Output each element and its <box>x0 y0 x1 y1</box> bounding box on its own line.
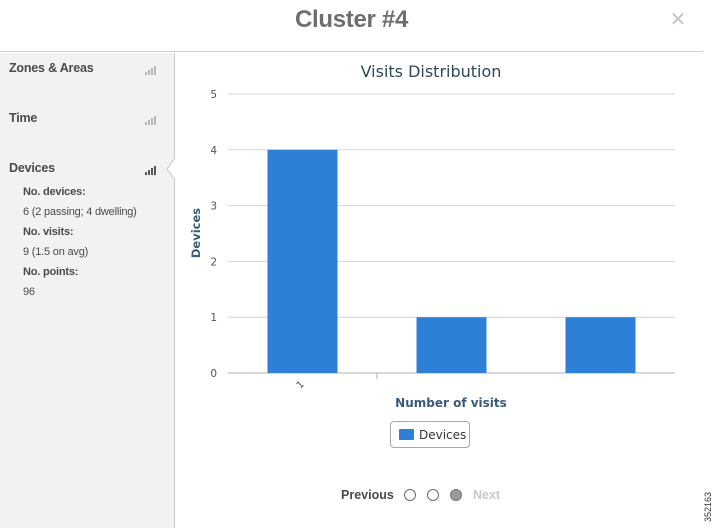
devices-count-label: No. devices: <box>23 186 86 198</box>
sidebar-item-label: Zones & Areas <box>9 61 94 75</box>
bar-chart-icon <box>145 65 157 75</box>
x-axis-ticks: 1 <box>295 373 378 391</box>
y-tick-label: 1 <box>210 312 217 324</box>
y-tick-label: 4 <box>210 145 217 157</box>
figure-code-text: 352163 <box>703 491 713 522</box>
x-tick-label: 1 <box>295 379 307 391</box>
sidebar-item-time[interactable]: Time <box>0 107 174 131</box>
page-dot-3[interactable] <box>450 489 462 501</box>
bar[interactable] <box>565 317 636 373</box>
chart-title: Visits Distribution <box>360 62 502 81</box>
previous-page-button[interactable]: Previous <box>341 488 394 502</box>
chart-bars <box>267 149 636 373</box>
active-pointer-icon <box>166 157 186 181</box>
bar-chart-icon <box>145 115 157 125</box>
y-tick-label: 5 <box>210 89 217 101</box>
sidebar: Zones & Areas Time Devices No. devices: … <box>0 53 186 528</box>
points-count-value: 96 <box>23 286 35 298</box>
x-axis-label: Number of visits <box>395 396 507 410</box>
visits-distribution-chart: 0 1 2 3 4 5 1 Devices Number of visits <box>189 89 675 410</box>
sidebar-item-zones-areas[interactable]: Zones & Areas <box>0 57 174 81</box>
y-axis-label: Devices <box>189 208 203 258</box>
figure-code: 352163 <box>703 488 715 522</box>
sidebar-item-label: Time <box>9 111 38 125</box>
y-axis-ticks: 0 1 2 3 4 5 <box>210 89 217 380</box>
legend-swatch <box>399 429 414 440</box>
bar[interactable] <box>267 149 338 373</box>
page-dot-2[interactable] <box>427 489 439 501</box>
bar[interactable] <box>416 317 487 373</box>
bar-chart-icon <box>145 165 157 175</box>
visits-count-value: 9 (1.5 on avg) <box>23 246 89 258</box>
sidebar-item-label: Devices <box>9 161 55 175</box>
points-count-label: No. points: <box>23 266 79 278</box>
legend-label: Devices <box>419 428 467 442</box>
dialog-title: Cluster #4 <box>294 6 409 33</box>
page-dot-1[interactable] <box>404 489 416 501</box>
sidebar-item-devices[interactable]: Devices <box>0 157 186 181</box>
dialog-header: Cluster #4 ✕ <box>0 0 703 52</box>
visits-count-label: No. visits: <box>23 226 74 238</box>
devices-count-value: 6 (2 passing; 4 dwelling) <box>23 206 137 218</box>
y-tick-label: 3 <box>210 201 217 213</box>
next-page-button[interactable]: Next <box>473 488 501 502</box>
close-icon[interactable]: ✕ <box>669 7 687 31</box>
chart-legend[interactable]: Devices <box>390 421 470 448</box>
y-tick-label: 2 <box>210 256 217 268</box>
y-tick-label: 0 <box>210 368 217 380</box>
